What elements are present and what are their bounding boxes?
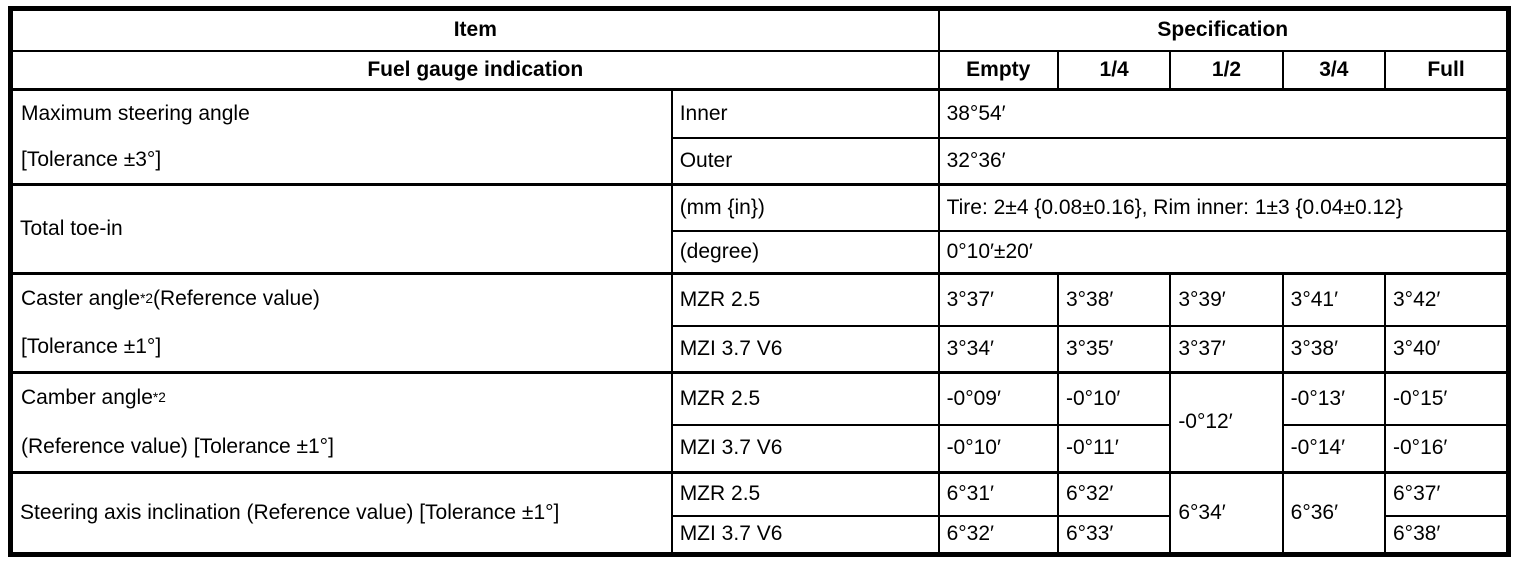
alignment-spec-table: Item Specification Fuel gauge indication… [8,6,1511,557]
camber-half-merged-value: -0°12′ [1169,371,1284,474]
caster-engine2-full: 3°40′ [1384,324,1510,374]
camber-engine2-full: -0°16′ [1384,423,1510,474]
row-sai-engine1: Steering axis inclination (Reference val… [9,471,1510,556]
toe-in-mm-value: Tire: 2±4 {0.08±0.16}, Rim inner: 1±3 {0… [937,183,1510,232]
row-toe-in-mm: Total toe-in (mm {in}) Tire: 2±4 {0.08±0… [9,183,1510,275]
max-steering-inner-label: Inner [670,88,940,139]
sai-engine2-label: MZI 3.7 V6 [670,514,940,556]
caster-engine2-quarter: 3°35′ [1056,324,1172,374]
caster-engine1-label: MZR 2.5 [670,272,940,327]
max-steering-outer-value: 32°36′ [937,136,1510,186]
caster-angle-label-suffix: (Reference value) [152,286,320,310]
fuel-level-full-header: Full [1384,49,1510,91]
caster-engine1-three-quarter: 3°41′ [1281,272,1387,327]
camber-angle-label: Camber angle *2 (Reference value) [Tolera… [9,371,673,474]
caster-engine1-full: 3°42′ [1384,272,1510,327]
max-steering-angle-label: Maximum steering angle [Tolerance ±3°] [9,88,673,186]
caster-engine1-empty: 3°37′ [937,272,1059,327]
max-steering-inner-value: 38°54′ [937,88,1510,139]
camber-engine2-label: MZI 3.7 V6 [670,423,940,474]
caster-engine2-label: MZI 3.7 V6 [670,324,940,374]
camber-engine1-three-quarter: -0°13′ [1281,371,1387,426]
row-max-steering-outer: Outer 32°36′ [11,136,1510,186]
fuel-level-three-quarter-header: 3/4 [1281,49,1387,91]
max-steering-angle-label-line2: [Tolerance ±3°] [21,147,162,171]
row-camber-engine2: MZI 3.7 V6 -0°10′ -0°11′ -0°14′ -0°16′ [11,423,1510,474]
row-max-steering-inner: Maximum steering angle [Tolerance ±3°] I… [9,88,1510,186]
row-toe-in-degree: (degree) 0°10′±20′ [11,229,1510,275]
caster-engine2-half: 3°37′ [1169,324,1284,374]
camber-angle-label-line1: Camber angle *2 [21,386,166,410]
row-caster-engine1: Caster angle *2 (Reference value) [Tolera… [9,272,1510,374]
camber-engine1-label: MZR 2.5 [670,371,940,426]
caster-angle-label: Caster angle *2 (Reference value) [Tolera… [9,272,673,374]
caster-angle-label-line1: Caster angle *2 (Reference value) [21,286,320,310]
camber-engine1-quarter: -0°10′ [1056,371,1172,426]
sai-half-merged-value: 6°34′ [1169,471,1284,556]
specification-header: Specification [937,7,1510,52]
sai-engine1-label: MZR 2.5 [670,471,940,517]
camber-engine1-empty: -0°09′ [937,371,1059,426]
row-sai-engine2: MZI 3.7 V6 6°32′ 6°33′ 6°38′ [11,514,1510,556]
row-camber-engine1: Camber angle *2 (Reference value) [Tolera… [9,371,1510,474]
total-toe-in-label: Total toe-in [9,183,673,275]
toe-in-mm-label: (mm {in}) [670,183,940,232]
row-caster-engine2: MZI 3.7 V6 3°34′ 3°35′ 3°37′ 3°38′ 3°40′ [11,324,1510,374]
fuel-level-half-header: 1/2 [1169,49,1284,91]
sai-engine2-quarter: 6°33′ [1056,514,1172,556]
caster-engine1-quarter: 3°38′ [1056,272,1172,327]
toe-in-degree-value: 0°10′±20′ [937,229,1510,275]
max-steering-angle-label-line1: Maximum steering angle [21,101,250,125]
fuel-level-empty-header: Empty [937,49,1059,91]
max-steering-outer-label: Outer [670,136,940,186]
sai-engine1-empty: 6°31′ [937,471,1059,517]
camber-angle-label-line2: (Reference value) [Tolerance ±1°] [21,434,334,458]
sai-engine1-full: 6°37′ [1384,471,1510,517]
caster-angle-label-line2: [Tolerance ±1°] [21,334,162,358]
header-row-2: Fuel gauge indication Empty 1/4 1/2 3/4 … [9,49,1510,91]
caster-engine2-empty: 3°34′ [937,324,1059,374]
camber-engine2-three-quarter: -0°14′ [1281,423,1387,474]
sai-three-quarter-merged-value: 6°36′ [1281,471,1387,556]
steering-axis-inclination-label: Steering axis inclination (Reference val… [9,471,673,556]
camber-engine2-empty: -0°10′ [937,423,1059,474]
sai-engine1-quarter: 6°32′ [1056,471,1172,517]
fuel-level-quarter-header: 1/4 [1056,49,1172,91]
camber-engine1-full: -0°15′ [1384,371,1510,426]
caster-engine2-three-quarter: 3°38′ [1281,324,1387,374]
item-header: Item [9,7,940,52]
toe-in-degree-label: (degree) [670,229,940,275]
sai-engine2-full: 6°38′ [1384,514,1510,556]
camber-engine2-quarter: -0°11′ [1056,423,1172,474]
sai-engine2-empty: 6°32′ [937,514,1059,556]
caster-angle-label-text: Caster angle [21,286,141,310]
caster-engine1-half: 3°39′ [1169,272,1284,327]
fuel-gauge-header: Fuel gauge indication [9,49,940,91]
camber-angle-label-text: Camber angle [21,386,153,410]
header-row-1: Item Specification [9,7,1510,52]
